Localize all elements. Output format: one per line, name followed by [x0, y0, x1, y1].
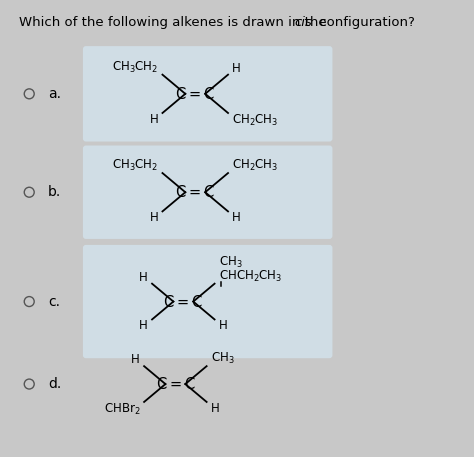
Text: $\mathregular{CH_3CH_2}$: $\mathregular{CH_3CH_2}$	[112, 59, 158, 74]
Text: H: H	[219, 319, 228, 332]
Text: H: H	[210, 402, 219, 415]
Text: $\mathregular{CHCH_2CH_3}$: $\mathregular{CHCH_2CH_3}$	[219, 269, 282, 284]
Text: $\mathregular{CH_3CH_2}$: $\mathregular{CH_3CH_2}$	[112, 158, 158, 173]
Text: c.: c.	[48, 295, 60, 308]
Text: d.: d.	[48, 377, 61, 391]
Text: $\mathregular{CH_2CH_3}$: $\mathregular{CH_2CH_3}$	[232, 113, 278, 128]
Text: H: H	[232, 212, 241, 224]
Text: H: H	[139, 319, 148, 332]
Text: H: H	[150, 212, 158, 224]
Text: cis: cis	[295, 16, 312, 29]
FancyBboxPatch shape	[83, 46, 332, 142]
Text: $\mathregular{CH_3}$: $\mathregular{CH_3}$	[219, 255, 242, 270]
Text: b.: b.	[48, 185, 61, 199]
Text: Which of the following alkenes is drawn in the: Which of the following alkenes is drawn …	[19, 16, 331, 29]
Text: $\mathregular{C{=}C}$: $\mathregular{C{=}C}$	[175, 86, 215, 102]
Text: $\mathregular{C{=}C}$: $\mathregular{C{=}C}$	[175, 184, 215, 200]
Text: $\mathregular{CHBr_2}$: $\mathregular{CHBr_2}$	[104, 402, 140, 417]
Text: a.: a.	[48, 87, 61, 101]
Text: configuration?: configuration?	[315, 16, 414, 29]
Text: H: H	[131, 353, 140, 366]
Text: $\mathregular{C{=}C}$: $\mathregular{C{=}C}$	[155, 376, 195, 392]
Text: $\mathregular{C{=}C}$: $\mathregular{C{=}C}$	[164, 293, 203, 309]
Text: H: H	[232, 62, 241, 74]
FancyBboxPatch shape	[83, 145, 332, 239]
FancyBboxPatch shape	[83, 245, 332, 358]
Text: H: H	[139, 271, 148, 284]
Text: H: H	[150, 113, 158, 126]
Text: $\mathregular{CH_2CH_3}$: $\mathregular{CH_2CH_3}$	[232, 158, 278, 173]
Text: $\mathregular{CH_3}$: $\mathregular{CH_3}$	[210, 351, 234, 366]
